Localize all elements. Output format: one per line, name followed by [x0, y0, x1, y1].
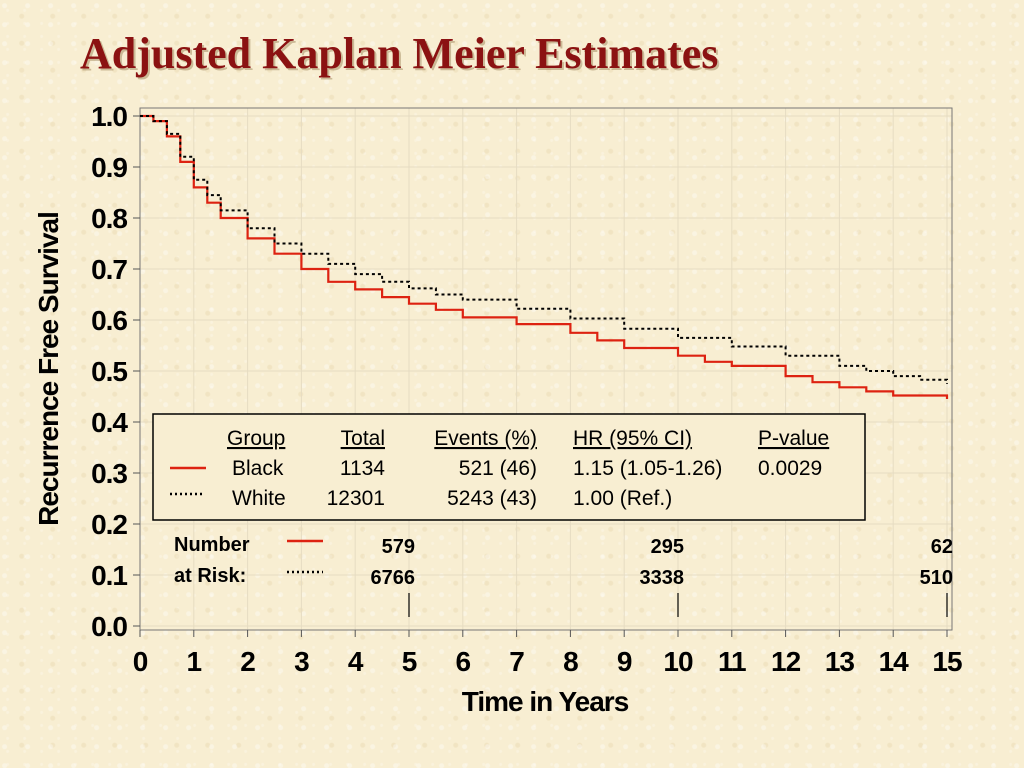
plot-frame [139, 107, 953, 631]
x-tick-label: 7 [509, 646, 524, 677]
risk-count-black: 62 [931, 536, 953, 558]
y-tick-label: 0.2 [91, 509, 127, 540]
risk-count-white: 3338 [640, 567, 685, 589]
x-tick-label: 12 [771, 646, 801, 677]
legend-table: Group Total Events (%) HR (95% CI) P-val… [152, 413, 866, 521]
x-tick-label: 8 [563, 646, 578, 677]
y-tick-label: 0.5 [91, 356, 127, 387]
y-tick-label: 0.3 [91, 458, 127, 489]
risk-label-line1: Number [174, 534, 250, 556]
x-tick-label: 2 [240, 646, 255, 677]
x-tick-label: 13 [825, 646, 855, 677]
y-axis-label: Recurrence Free Survival [33, 212, 64, 526]
legend-row-black-total: 1134 [340, 457, 385, 480]
risk-count-black: 579 [382, 536, 415, 558]
y-tick-label: 0.0 [91, 611, 127, 642]
y-tick-label: 0.6 [91, 305, 127, 336]
legend-row-white-events: 5243 (43) [447, 487, 537, 510]
series-group [140, 114, 949, 399]
series-line-black [140, 114, 949, 399]
y-axis: 0.0 0.1 0.2 0.3 0.4 0.5 0.6 0.7 0.8 0.9 1.0 [91, 101, 140, 642]
risk-values: 579 6766 295 3338 62 510 [371, 536, 953, 617]
y-tick-label: 0.4 [91, 407, 128, 438]
x-tick-label: 6 [456, 646, 471, 677]
y-tick-label: 0.9 [91, 152, 127, 183]
grid [139, 108, 952, 630]
x-tick-label: 10 [663, 646, 693, 677]
x-tick-label: 15 [932, 646, 962, 677]
legend-row-white-total: 12301 [327, 487, 385, 510]
legend-box [152, 413, 866, 521]
legend-row-white-hr: 1.00 (Ref.) [573, 487, 672, 510]
legend-row-black-hr: 1.15 (1.05-1.26) [573, 457, 722, 480]
x-axis-label: Time in Years [462, 686, 629, 717]
slide-title: Adjusted Kaplan Meier Estimates [80, 29, 719, 78]
x-axis: 0 1 2 3 4 5 6 7 8 9 10 11 12 13 14 15 [133, 630, 963, 677]
y-tick-label: 0.8 [91, 203, 127, 234]
legend-row-black-group: Black [232, 457, 284, 480]
legend-header-group: Group [227, 427, 285, 450]
risk-count-white: 6766 [371, 567, 416, 589]
x-tick-label: 0 [133, 646, 148, 677]
x-tick-label: 3 [294, 646, 309, 677]
legend-row-black-events: 521 (46) [459, 457, 537, 480]
legend-header-pvalue: P-value [758, 427, 829, 450]
legend-row-white-group: White [232, 487, 286, 510]
x-tick-label: 14 [879, 646, 910, 677]
legend-header-hr: HR (95% CI) [573, 427, 692, 450]
series-line-white [140, 115, 948, 384]
x-tick-label: 5 [402, 646, 417, 677]
risk-count-white: 510 [920, 567, 953, 589]
y-tick-label: 0.7 [91, 254, 127, 285]
x-tick-label: 1 [187, 646, 202, 677]
legend-header-total: Total [341, 427, 385, 450]
x-tick-label: 11 [718, 646, 746, 677]
legend-header-events: Events (%) [434, 427, 537, 450]
risk-label-line2: at Risk: [174, 565, 246, 587]
x-tick-label: 9 [617, 646, 632, 677]
risk-count-black: 295 [651, 536, 684, 558]
y-tick-label: 0.1 [91, 560, 127, 591]
y-tick-label: 1.0 [91, 101, 127, 132]
number-at-risk: Number at Risk: 579 6766 295 3338 62 510 [174, 534, 953, 617]
legend-row-black-pvalue: 0.0029 [758, 457, 822, 480]
x-tick-label: 4 [348, 646, 364, 677]
